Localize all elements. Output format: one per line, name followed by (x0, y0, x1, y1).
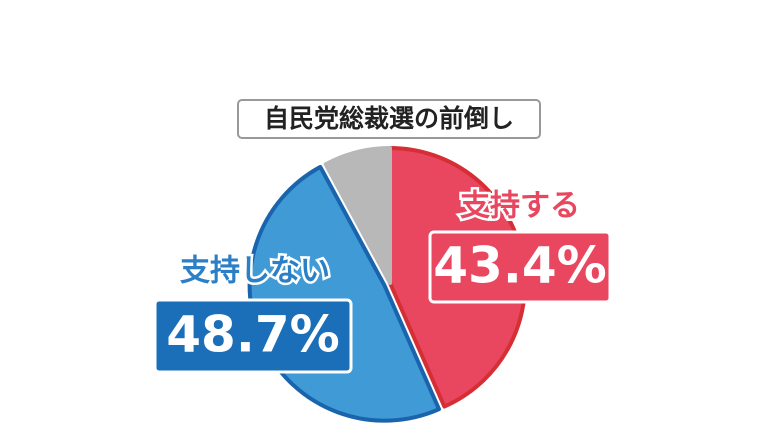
value-label: 48.7% (166, 306, 339, 364)
pie-slice (323, 146, 392, 285)
title-box (237, 99, 541, 139)
value-label: 43.4% (433, 237, 606, 295)
value-label-box (153, 298, 353, 374)
chart-title: 自民党総裁選の前倒し (264, 104, 514, 133)
labels: 支持する 43.4% 支持しない 48.7% (153, 186, 612, 374)
value-label-box (428, 230, 612, 304)
category-label: 支持する (460, 189, 580, 224)
category-label: 支持しない (180, 254, 330, 289)
